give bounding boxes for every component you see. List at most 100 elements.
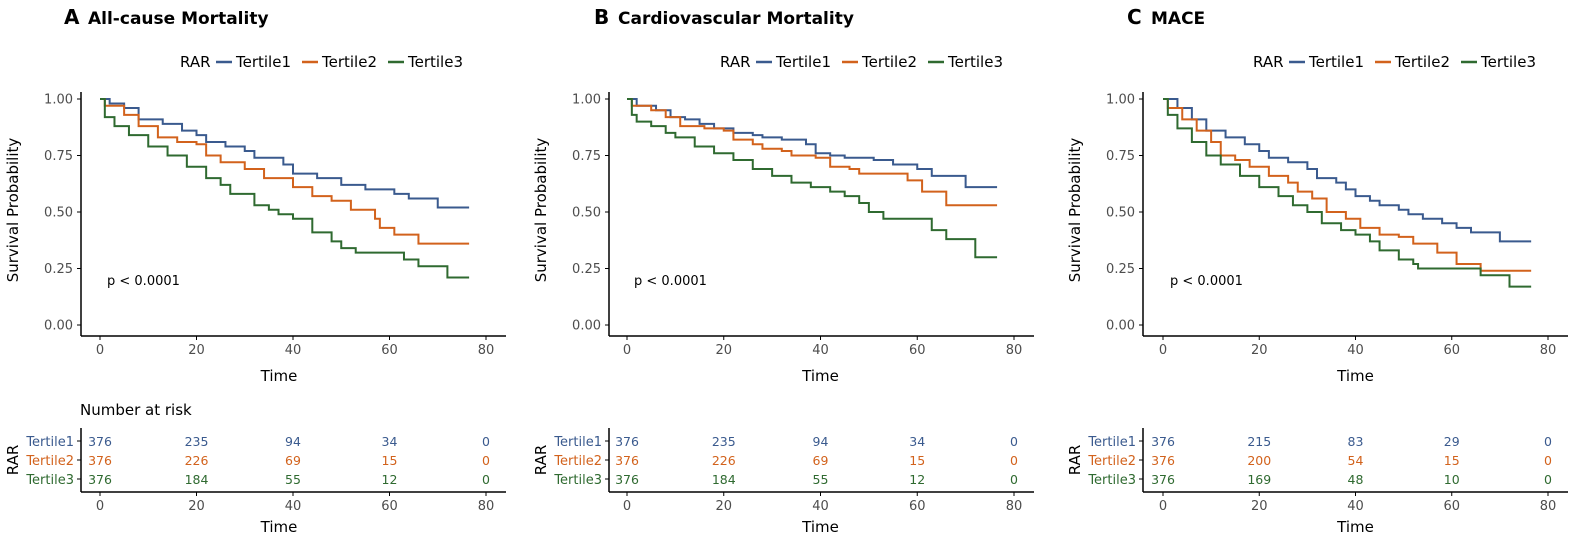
risk-count: 0: [482, 472, 490, 487]
risk-count: 0: [1544, 472, 1552, 487]
risk-x-tick-label: 0: [623, 499, 631, 514]
risk-count: 34: [382, 434, 398, 449]
risk-row-label: Tertile2: [553, 454, 602, 469]
x-tick-label: 40: [285, 343, 302, 358]
risk-count: 184: [185, 472, 209, 487]
risk-count: 0: [1010, 434, 1018, 449]
risk-x-tick-label: 20: [715, 499, 732, 514]
x-tick-label: 0: [1159, 343, 1167, 358]
risk-count: 169: [1247, 472, 1271, 487]
risk-row-label: Tertile3: [553, 473, 602, 488]
risk-row-label: Tertile3: [25, 473, 74, 488]
risk-row-label: Tertile1: [1087, 435, 1136, 450]
risk-x-tick-label: 40: [285, 499, 302, 514]
risk-x-axis-label: Time: [1336, 518, 1374, 536]
risk-x-tick-label: 40: [812, 499, 829, 514]
survival-curve-tertile2: [1163, 98, 1532, 272]
risk-x-tick-label: 80: [1006, 499, 1023, 514]
risk-count: 235: [185, 434, 209, 449]
x-tick-label: 20: [188, 343, 205, 358]
risk-count: 376: [615, 434, 639, 449]
risk-count: 226: [712, 453, 736, 468]
risk-count: 94: [285, 434, 301, 449]
risk-count: 226: [185, 453, 209, 468]
risk-row-label: Tertile2: [1087, 454, 1136, 469]
survival-curve-tertile1: [627, 98, 998, 189]
risk-y-axis-label: RAR: [532, 445, 550, 476]
panel-title: MACE: [1151, 9, 1205, 29]
survival-curve-tertile1: [100, 98, 470, 209]
risk-x-tick-label: 80: [1540, 499, 1557, 514]
risk-count: 376: [88, 453, 112, 468]
risk-count: 10: [1444, 472, 1460, 487]
legend-label: Tertile2: [861, 53, 917, 71]
y-tick-label: 0.25: [44, 262, 73, 277]
y-tick-label: 0.50: [44, 206, 73, 221]
legend-label: Tertile1: [235, 53, 291, 71]
risk-count: 15: [1444, 453, 1460, 468]
risk-count: 0: [1010, 453, 1018, 468]
x-tick-label: 20: [1251, 343, 1268, 358]
x-tick-label: 80: [478, 343, 495, 358]
panel-letter: A: [64, 5, 80, 29]
risk-x-tick-label: 20: [188, 499, 205, 514]
p-value: p < 0.0001: [107, 274, 180, 289]
risk-count: 376: [1151, 434, 1175, 449]
risk-row-label: Tertile3: [1087, 473, 1136, 488]
risk-count: 69: [285, 453, 301, 468]
legend-label: Tertile1: [1308, 53, 1364, 71]
p-value: p < 0.0001: [1170, 274, 1243, 289]
y-tick-label: 0.25: [1106, 262, 1135, 277]
panel-letter: B: [594, 5, 609, 29]
risk-x-axis-label: Time: [801, 518, 839, 536]
risk-row-label: Tertile1: [25, 435, 74, 450]
risk-x-axis-label: Time: [260, 518, 298, 536]
risk-count: 0: [1544, 453, 1552, 468]
y-tick-label: 0.00: [1106, 319, 1135, 334]
y-tick-label: 0.50: [1106, 206, 1135, 221]
risk-x-tick-label: 60: [909, 499, 926, 514]
risk-x-tick-label: 0: [96, 499, 104, 514]
y-axis-label: Survival Probability: [532, 138, 550, 283]
risk-table-title: Number at risk: [80, 401, 192, 419]
x-tick-label: 20: [715, 343, 732, 358]
x-axis-label: Time: [801, 367, 839, 385]
y-tick-label: 0.75: [1106, 149, 1135, 164]
y-tick-label: 0.75: [572, 149, 601, 164]
y-axis-label: Survival Probability: [4, 138, 22, 283]
x-tick-label: 60: [1443, 343, 1460, 358]
risk-count: 184: [712, 472, 736, 487]
risk-x-tick-label: 60: [381, 499, 398, 514]
legend-label: Tertile1: [775, 53, 831, 71]
y-tick-label: 1.00: [44, 93, 73, 108]
y-axis-label: Survival Probability: [1066, 138, 1084, 283]
risk-count: 94: [813, 434, 829, 449]
x-axis-label: Time: [1336, 367, 1374, 385]
risk-count: 34: [909, 434, 925, 449]
legend-label: Tertile3: [1480, 53, 1536, 71]
survival-curve-tertile2: [627, 98, 998, 207]
risk-x-tick-label: 60: [1443, 499, 1460, 514]
x-tick-label: 40: [1347, 343, 1364, 358]
y-tick-label: 0.75: [44, 149, 73, 164]
p-value: p < 0.0001: [634, 274, 707, 289]
risk-count: 12: [909, 472, 925, 487]
risk-x-tick-label: 40: [1347, 499, 1364, 514]
x-tick-label: 60: [909, 343, 926, 358]
x-tick-label: 80: [1006, 343, 1023, 358]
risk-count: 376: [1151, 453, 1175, 468]
x-tick-label: 40: [812, 343, 829, 358]
legend-title: RAR: [180, 53, 211, 71]
risk-count: 69: [813, 453, 829, 468]
risk-count: 200: [1247, 453, 1271, 468]
risk-y-axis-label: RAR: [4, 445, 22, 476]
risk-x-tick-label: 0: [1159, 499, 1167, 514]
legend-label: Tertile2: [321, 53, 377, 71]
risk-count: 0: [482, 453, 490, 468]
risk-count: 215: [1247, 434, 1271, 449]
panel-title: All-cause Mortality: [88, 9, 269, 29]
survival-curve-tertile3: [100, 98, 470, 279]
y-tick-label: 1.00: [572, 93, 601, 108]
risk-count: 15: [382, 453, 398, 468]
